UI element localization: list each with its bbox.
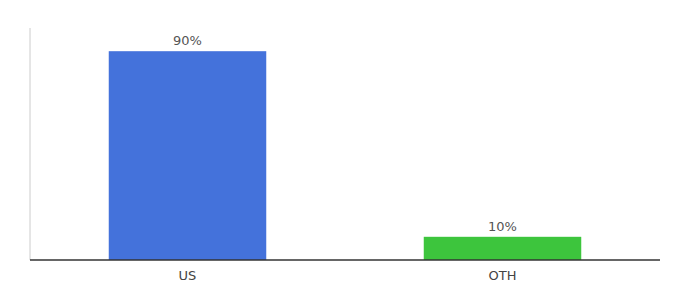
bars	[109, 51, 582, 260]
chart-container: 90% 10% US OTH	[0, 0, 680, 300]
bar	[424, 237, 582, 260]
chart: 90% 10% US OTH	[0, 0, 680, 300]
data-label: 10%	[488, 219, 517, 234]
x-axis-line	[30, 259, 660, 261]
x-tick-label: OTH	[489, 268, 517, 283]
y-axis-line	[30, 28, 31, 260]
data-label: 90%	[173, 33, 202, 48]
x-tick-label: US	[179, 268, 197, 283]
bar	[109, 51, 267, 260]
